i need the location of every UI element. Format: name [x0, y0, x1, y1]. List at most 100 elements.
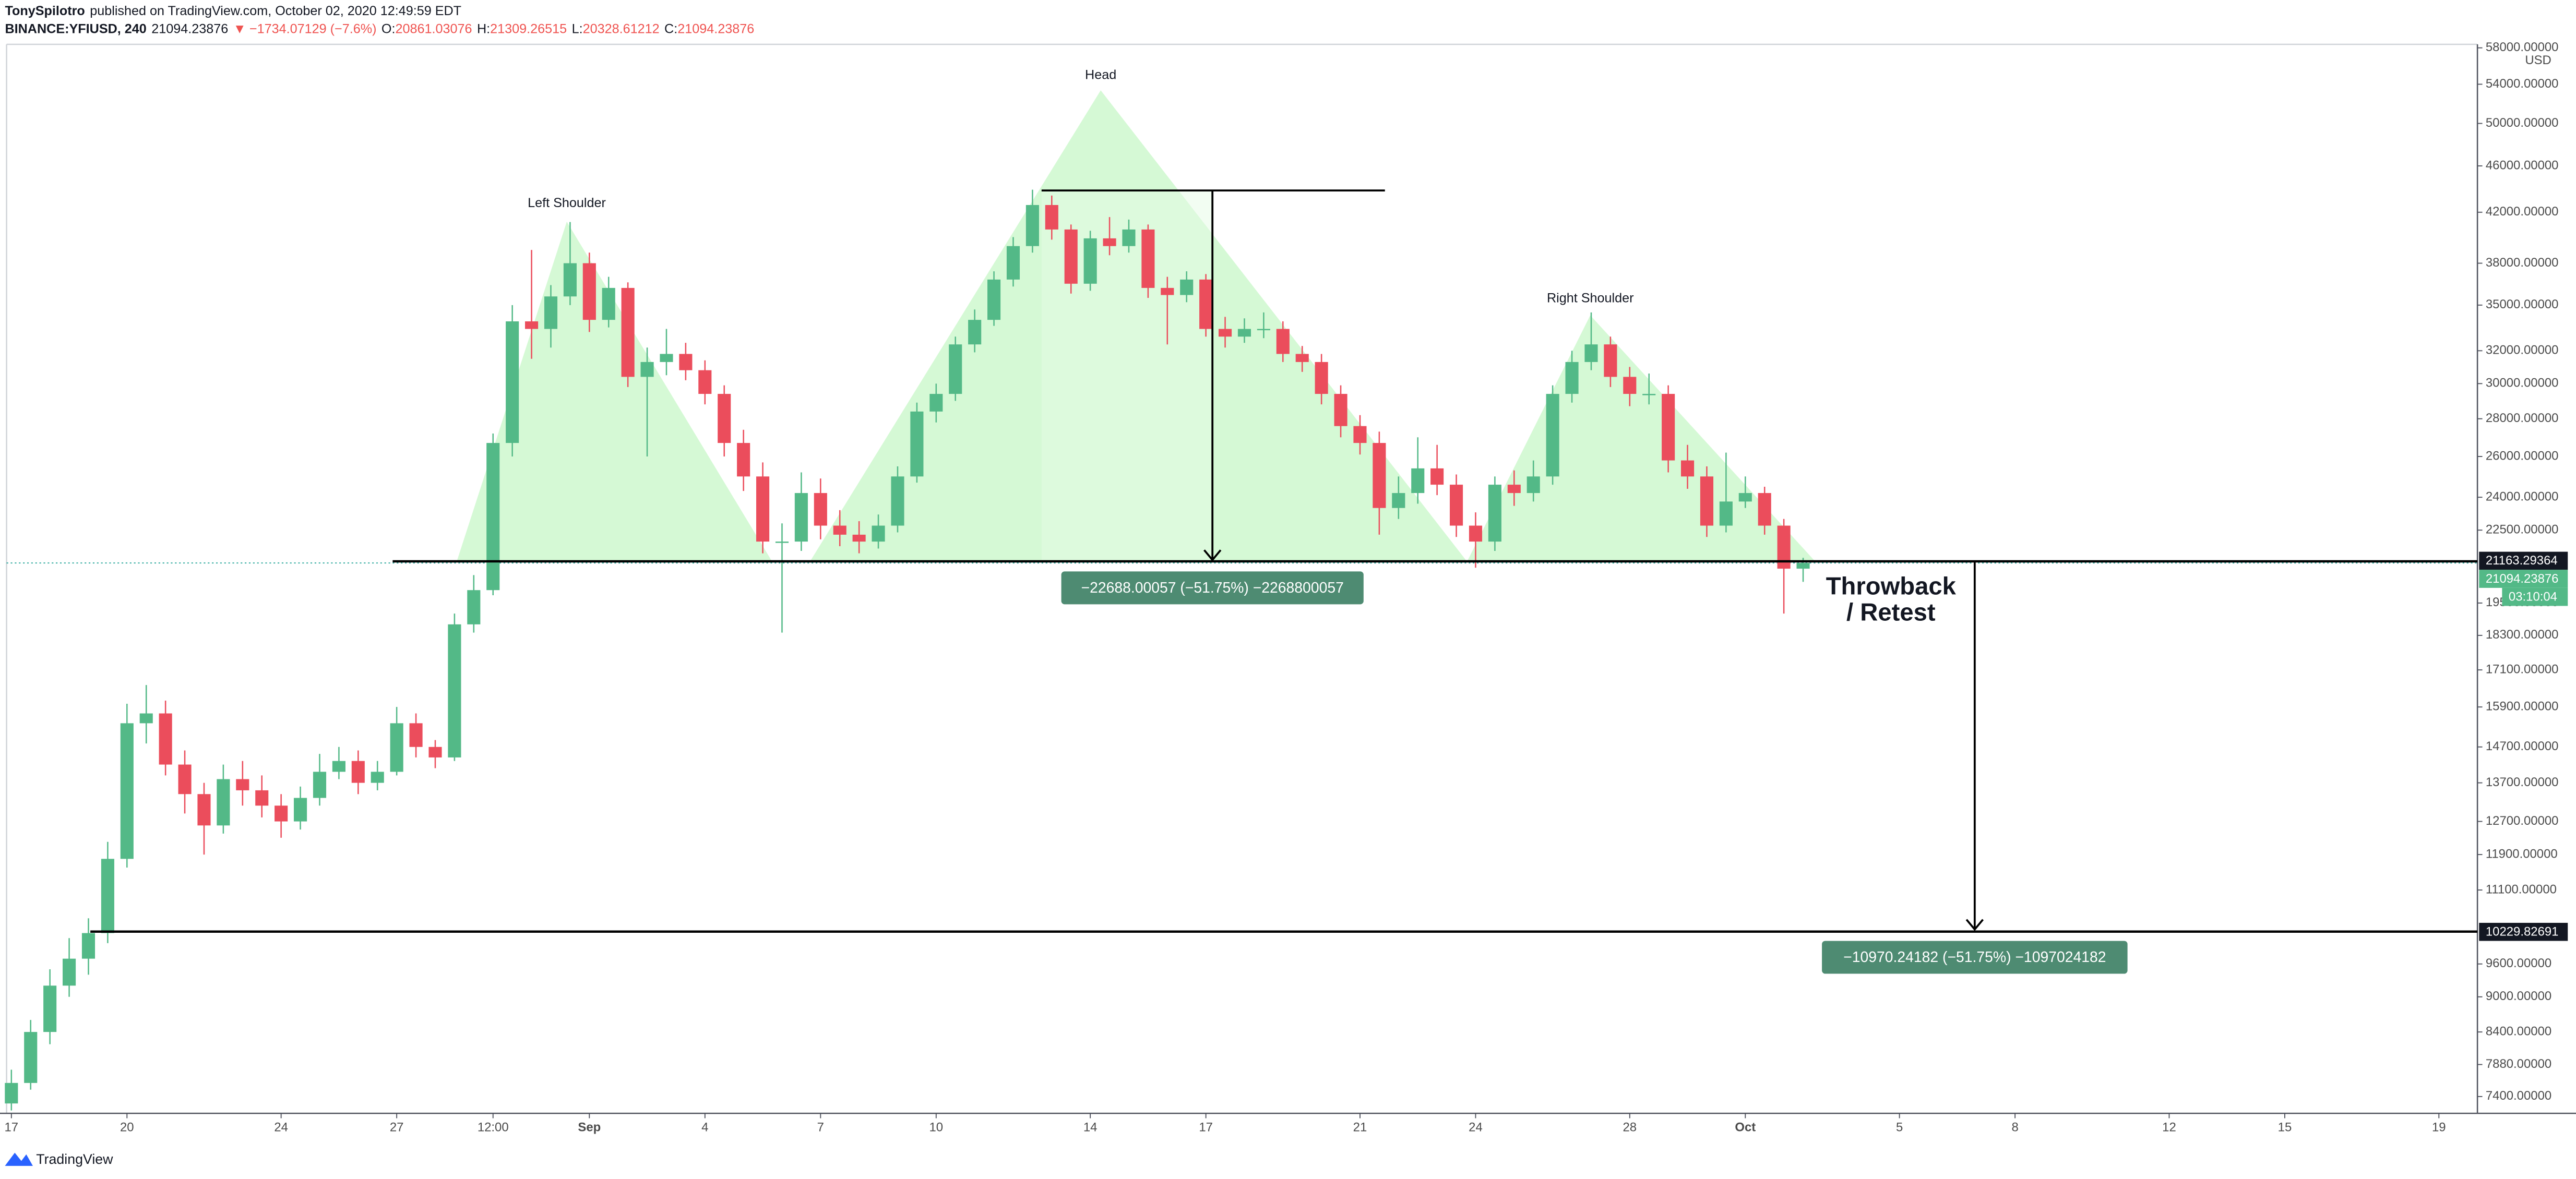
x-tick-label: 14 — [1083, 1121, 1098, 1135]
candle-body — [139, 713, 153, 724]
candle-body — [1083, 238, 1097, 284]
y-tick-label: 30000.00000 — [2486, 376, 2559, 390]
measure-label: −10970.24182 (−51.75%) −1097024182 — [1843, 949, 2106, 966]
candle-body — [120, 723, 134, 859]
x-tick-label: 27 — [390, 1121, 404, 1135]
candle-body — [24, 1032, 38, 1083]
x-tick-label: 8 — [2011, 1121, 2018, 1135]
x-tick-label: 5 — [1896, 1121, 1903, 1135]
candle-body — [891, 476, 904, 526]
candle-body — [371, 772, 384, 783]
candles — [5, 189, 2478, 1111]
logo — [5, 1152, 33, 1166]
y-tick-label: 42000.00000 — [2486, 204, 2559, 219]
close-value: 21094.23876 — [677, 21, 754, 36]
candle-body — [949, 344, 962, 394]
x-tick-label: 12:00 — [478, 1121, 509, 1135]
x-tick-label: 20 — [120, 1121, 134, 1135]
candle-body — [1469, 525, 1483, 542]
y-tick-label: 13700.00000 — [2486, 775, 2559, 789]
x-tick-label: 4 — [701, 1121, 708, 1135]
high-value: 21309.26515 — [490, 21, 567, 36]
y-tick-label: 9000.00000 — [2486, 989, 2551, 1003]
measure-label: −22688.00057 (−51.75%) −2268800057 — [1081, 580, 1344, 596]
candle-body — [506, 321, 519, 443]
candle-body — [81, 933, 96, 959]
y-tick-label: 12700.00000 — [2486, 814, 2559, 828]
x-tick-label: 7 — [817, 1121, 824, 1135]
x-tick-label: 10 — [929, 1121, 944, 1135]
low-value: 20328.61212 — [583, 21, 660, 36]
level-tag — [2479, 551, 2568, 570]
y-tick-label: 24000.00000 — [2486, 490, 2559, 504]
header-line: BINANCE:YFIUSD, 240 21094.23876 ▼ −1734.071… — [5, 21, 754, 36]
throwback-label: Throwback — [1826, 572, 1957, 600]
x-tick-label: 15 — [2278, 1121, 2292, 1135]
candle-body — [101, 859, 114, 933]
left-shoulder-shape — [457, 221, 772, 562]
candle-body — [1392, 493, 1405, 508]
y-tick-label: 54000.00000 — [2486, 77, 2559, 91]
y-tick-label: 22500.00000 — [2486, 523, 2559, 537]
y-tick-label: 50000.00000 — [2486, 116, 2559, 130]
candle-body — [1623, 377, 1637, 394]
throwback-label: / Retest — [1846, 599, 1936, 627]
candle-body — [1738, 493, 1752, 502]
y-tick-label: 9600.00000 — [2486, 956, 2551, 970]
y-tick-label: 32000.00000 — [2486, 343, 2559, 357]
candle-body — [814, 493, 827, 526]
candle-body — [159, 713, 172, 765]
candle-body — [1584, 344, 1598, 362]
candle-body — [525, 321, 539, 329]
candle-body — [1122, 229, 1136, 246]
candle-body — [1796, 563, 1810, 569]
candle-body — [1199, 279, 1213, 329]
header: TonySpilotro published on TradingView.com… — [5, 4, 754, 37]
candle-body — [255, 790, 269, 806]
candle-body — [1430, 468, 1444, 485]
candle-body — [833, 525, 846, 535]
y-tick-label: 17100.00000 — [2486, 662, 2559, 676]
y-tick-label: 58000.00000 — [2486, 40, 2559, 54]
candle-body — [1045, 204, 1058, 230]
candle-body — [698, 370, 712, 394]
candle-body — [1237, 329, 1251, 337]
candle-body — [1373, 443, 1386, 508]
candle-body — [794, 493, 808, 542]
candle-body — [1565, 362, 1579, 394]
candle-body — [1334, 394, 1347, 426]
candle-body — [968, 320, 982, 345]
candle-body — [929, 394, 943, 412]
candle-body — [313, 772, 327, 798]
candle-body — [5, 1082, 18, 1104]
y-tick-label: 8400.00000 — [2486, 1024, 2551, 1038]
brand: TradingView — [36, 1151, 113, 1167]
candle-body — [294, 798, 307, 822]
level-tag-label: 10229.82691 — [2486, 925, 2559, 939]
candle-body — [178, 764, 192, 795]
level-tag — [2479, 922, 2568, 941]
y-tick-label: 11100.00000 — [2486, 882, 2557, 896]
candle-body — [236, 779, 249, 790]
change: −1734.07129 (−7.6%) — [249, 21, 377, 36]
countdown-tag — [2502, 587, 2568, 606]
candle-body — [1507, 485, 1521, 494]
x-tick-label: 17 — [5, 1121, 19, 1135]
right-shoulder-label: Right Shoulder — [1547, 291, 1634, 306]
candle-body — [1719, 501, 1733, 526]
y-tick-label: 28000.00000 — [2486, 411, 2559, 425]
candle-body — [1025, 204, 1039, 246]
candle-body — [351, 761, 365, 783]
y-tick-label: 7400.00000 — [2486, 1089, 2551, 1103]
y-tick-label: 15900.00000 — [2486, 699, 2559, 713]
candle-body — [756, 476, 770, 542]
candle-body — [1700, 476, 1714, 526]
candle-body — [563, 263, 577, 297]
y-axis-unit: USD — [2525, 53, 2551, 67]
candle-body — [621, 287, 635, 377]
x-tick-label: 21 — [1353, 1121, 1367, 1135]
y-tick-label: 18300.00000 — [2486, 628, 2559, 642]
candle-body — [1642, 394, 1656, 395]
candle-body — [737, 443, 750, 477]
measure-box — [1061, 571, 1364, 605]
